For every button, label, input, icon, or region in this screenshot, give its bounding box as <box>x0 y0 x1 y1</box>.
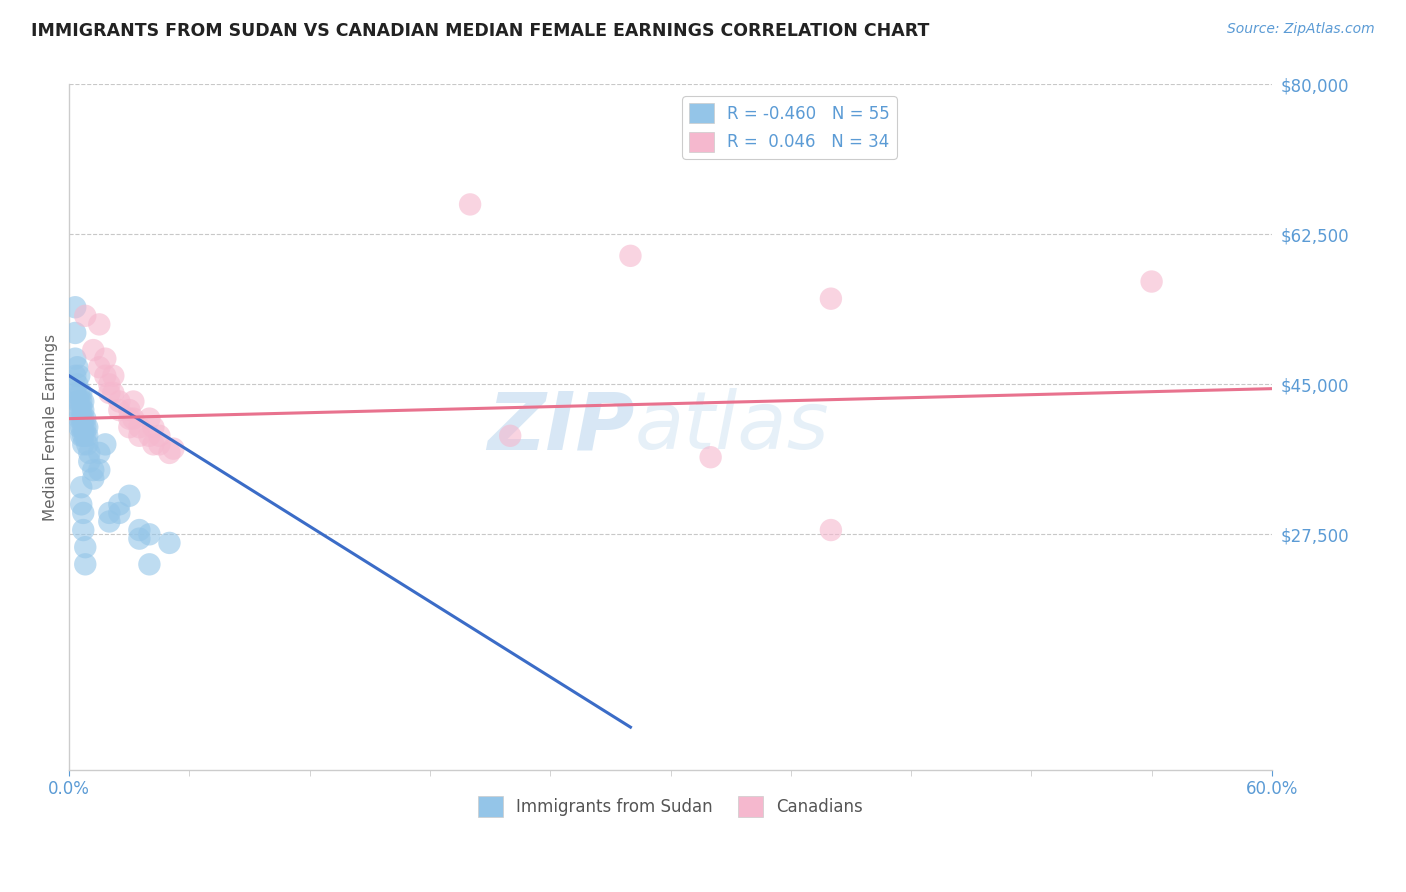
Point <box>103 368 125 383</box>
Point <box>98 506 121 520</box>
Point <box>128 523 150 537</box>
Point <box>108 403 131 417</box>
Point <box>72 411 94 425</box>
Point <box>118 403 141 417</box>
Point <box>72 523 94 537</box>
Point <box>66 394 89 409</box>
Point <box>77 446 100 460</box>
Point <box>159 536 181 550</box>
Point <box>89 446 111 460</box>
Point <box>118 489 141 503</box>
Point <box>66 360 89 375</box>
Point <box>94 351 117 366</box>
Point <box>72 506 94 520</box>
Point <box>148 437 170 451</box>
Point <box>67 386 90 401</box>
Point <box>108 394 131 409</box>
Point <box>72 403 94 417</box>
Point <box>67 420 90 434</box>
Point <box>67 411 90 425</box>
Point <box>98 377 121 392</box>
Point <box>142 437 165 451</box>
Point <box>820 523 842 537</box>
Point <box>122 394 145 409</box>
Point <box>98 515 121 529</box>
Point <box>75 309 97 323</box>
Point <box>499 429 522 443</box>
Point <box>94 368 117 383</box>
Point <box>70 386 93 401</box>
Point <box>103 386 125 401</box>
Point <box>65 300 87 314</box>
Point <box>108 506 131 520</box>
Point <box>458 197 481 211</box>
Point <box>65 368 87 383</box>
Point <box>65 351 87 366</box>
Point <box>67 394 90 409</box>
Point <box>138 558 160 572</box>
Text: Source: ZipAtlas.com: Source: ZipAtlas.com <box>1227 22 1375 37</box>
Point <box>94 437 117 451</box>
Point <box>75 411 97 425</box>
Point <box>67 403 90 417</box>
Point <box>138 411 160 425</box>
Point <box>75 429 97 443</box>
Point <box>70 403 93 417</box>
Legend: Immigrants from Sudan, Canadians: Immigrants from Sudan, Canadians <box>471 789 870 823</box>
Text: atlas: atlas <box>634 388 830 467</box>
Point <box>89 318 111 332</box>
Point <box>108 497 131 511</box>
Point <box>619 249 641 263</box>
Point <box>76 429 98 443</box>
Point <box>76 437 98 451</box>
Point <box>70 480 93 494</box>
Point <box>162 442 184 456</box>
Point <box>70 420 93 434</box>
Y-axis label: Median Female Earnings: Median Female Earnings <box>44 334 58 521</box>
Point <box>67 368 90 383</box>
Point <box>89 360 111 375</box>
Point <box>89 463 111 477</box>
Point <box>82 343 104 357</box>
Point <box>699 450 721 465</box>
Point <box>72 394 94 409</box>
Point <box>138 527 160 541</box>
Text: ZIP: ZIP <box>486 388 634 467</box>
Point <box>75 558 97 572</box>
Point <box>65 386 87 401</box>
Point <box>159 446 181 460</box>
Point <box>77 454 100 468</box>
Point <box>138 429 160 443</box>
Point <box>70 394 93 409</box>
Point <box>66 377 89 392</box>
Point <box>70 497 93 511</box>
Point <box>72 429 94 443</box>
Point <box>142 420 165 434</box>
Point <box>148 429 170 443</box>
Point <box>75 540 97 554</box>
Point <box>128 429 150 443</box>
Point <box>75 420 97 434</box>
Point <box>70 411 93 425</box>
Point <box>98 386 121 401</box>
Point <box>118 411 141 425</box>
Point <box>128 532 150 546</box>
Point <box>70 429 93 443</box>
Point <box>72 420 94 434</box>
Point <box>118 420 141 434</box>
Point <box>65 326 87 340</box>
Point <box>128 420 150 434</box>
Point <box>76 420 98 434</box>
Text: IMMIGRANTS FROM SUDAN VS CANADIAN MEDIAN FEMALE EARNINGS CORRELATION CHART: IMMIGRANTS FROM SUDAN VS CANADIAN MEDIAN… <box>31 22 929 40</box>
Point <box>122 411 145 425</box>
Point <box>820 292 842 306</box>
Point <box>82 472 104 486</box>
Point <box>72 437 94 451</box>
Point <box>82 463 104 477</box>
Point <box>1140 275 1163 289</box>
